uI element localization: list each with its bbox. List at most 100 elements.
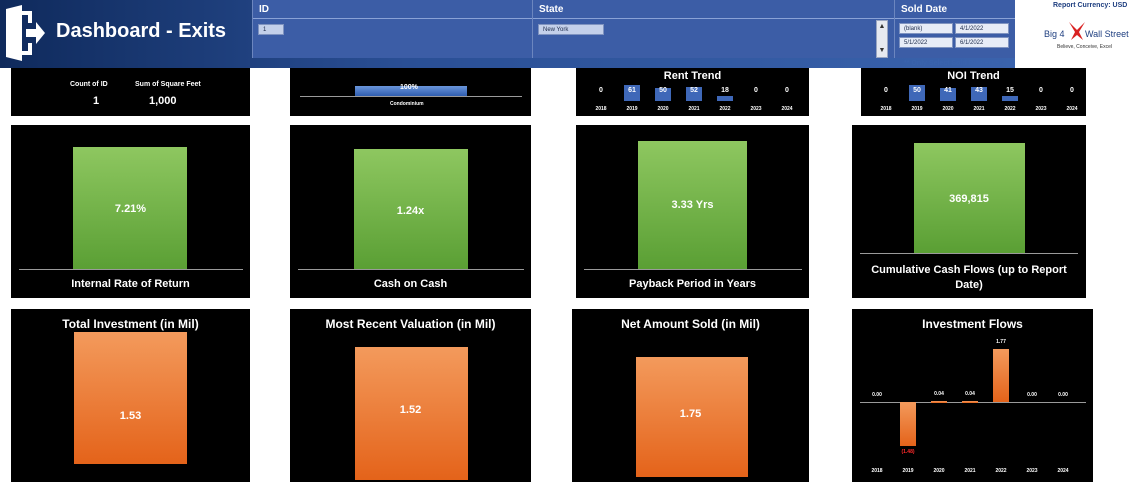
property-type-percent: 100% bbox=[400, 84, 418, 91]
noi-trend-value-label: 41 bbox=[944, 87, 952, 94]
report-currency: Report Currency: USD bbox=[1053, 2, 1128, 9]
cumulative-cash-value: 369,815 bbox=[949, 193, 989, 205]
rent-trend-value-label: 18 bbox=[721, 87, 729, 94]
rent-trend-year-label: 2023 bbox=[750, 106, 762, 112]
irr-axis bbox=[19, 269, 243, 270]
slicer-state-item[interactable]: New York bbox=[538, 24, 604, 35]
cumulative-cash-axis bbox=[860, 253, 1078, 254]
noi-trend-panel: NOI Trend 0 2018 50 2019 41 2020 43 2021 15 2022 0… bbox=[861, 68, 1086, 116]
irr-bar bbox=[73, 147, 187, 270]
chevron-up-icon[interactable]: ▲ bbox=[878, 23, 886, 30]
slicer-id-title: ID bbox=[259, 4, 269, 15]
investment-flows-year-label: 2024 bbox=[1057, 468, 1069, 474]
recent-valuation-panel: Most Recent Valuation (in Mil) 1.52 bbox=[290, 309, 531, 482]
recent-valuation-title: Most Recent Valuation (in Mil) bbox=[325, 317, 496, 331]
slicer-id-item[interactable]: 1 bbox=[258, 24, 284, 35]
total-investment-bar bbox=[74, 332, 187, 464]
kpi-count-panel: Count of ID Sum of Square Feet 1 1,000 bbox=[11, 68, 250, 116]
rent-trend-year-label: 2018 bbox=[595, 106, 607, 112]
dashboard-header: Dashboard - Exits ID 1 State New York So… bbox=[0, 0, 1015, 68]
rent-trend-bar bbox=[624, 85, 640, 101]
investment-flows-year-label: 2021 bbox=[964, 468, 976, 474]
noi-trend-title: NOI Trend bbox=[947, 70, 1000, 82]
payback-panel: 3.33 Yrs Payback Period in Years bbox=[576, 125, 809, 298]
slicer-divider bbox=[253, 18, 532, 19]
noi-trend-year-label: 2024 bbox=[1066, 106, 1078, 112]
slicer-id[interactable]: ID 1 bbox=[252, 0, 532, 58]
noi-trend-value-label: 0 bbox=[884, 87, 888, 94]
noi-trend-value-label: 50 bbox=[913, 87, 921, 94]
net-sold-title: Net Amount Sold (in Mil) bbox=[621, 317, 760, 331]
rent-trend-value-label: 0 bbox=[754, 87, 758, 94]
cash-on-cash-panel: 1.24x Cash on Cash bbox=[290, 125, 531, 298]
recent-valuation-bar bbox=[355, 347, 468, 480]
recent-valuation-value: 1.52 bbox=[399, 404, 422, 416]
slicer-sold-date-title: Sold Date bbox=[901, 4, 948, 15]
rent-trend-value-label: 0 bbox=[785, 87, 789, 94]
payback-axis bbox=[584, 269, 802, 270]
rent-trend-bar bbox=[717, 96, 733, 101]
rent-trend-value-label: 0 bbox=[599, 87, 603, 94]
investment-flows-year-label: 2023 bbox=[1026, 468, 1038, 474]
slicer-date-item[interactable]: 5/1/2022 bbox=[899, 37, 953, 48]
property-type-panel: 100% Condominium bbox=[290, 68, 531, 116]
investment-flows-year-label: 2018 bbox=[871, 468, 883, 474]
eagle-icon bbox=[1069, 22, 1085, 40]
net-sold-panel: Net Amount Sold (in Mil) 1.75 bbox=[572, 309, 809, 482]
investment-flows-value-label: (1.48) bbox=[901, 449, 915, 456]
total-investment-title: Total Investment (in Mil) bbox=[62, 317, 199, 331]
count-value: 1 bbox=[93, 95, 100, 107]
slicer-state-title: State bbox=[539, 4, 564, 15]
sqft-label: Sum of Square Feet bbox=[135, 81, 201, 88]
noi-trend-year-label: 2020 bbox=[942, 106, 954, 112]
irr-panel: 7.21% Internal Rate of Return bbox=[11, 125, 250, 298]
investment-flows-bar bbox=[993, 348, 1009, 402]
rent-trend-title: Rent Trend bbox=[663, 70, 722, 82]
noi-trend-year-label: 2021 bbox=[973, 106, 985, 112]
slicer-divider bbox=[533, 18, 894, 19]
rent-trend-value-label: 61 bbox=[628, 87, 636, 94]
noi-trend-bar bbox=[1002, 96, 1018, 101]
exit-door-icon bbox=[6, 5, 45, 61]
slicer-sold-date[interactable]: Sold Date (blank) 4/1/2022 5/1/2022 6/1/… bbox=[894, 0, 1015, 58]
payback-label: Payback Period in Years bbox=[629, 278, 756, 290]
brand-tagline: Believe, Conceive, Excel bbox=[1057, 44, 1113, 50]
rent-trend-bar bbox=[686, 87, 702, 101]
investment-flows-value-label: 0.04 bbox=[934, 390, 944, 397]
cash-on-cash-bar bbox=[354, 149, 468, 269]
noi-trend-bar bbox=[909, 85, 925, 101]
property-type-category: Condominium bbox=[390, 101, 424, 107]
investment-flows-bar bbox=[931, 400, 947, 403]
slicer-date-item[interactable]: (blank) bbox=[899, 23, 953, 34]
rent-trend-year-label: 2019 bbox=[626, 106, 638, 112]
noi-trend-bar bbox=[971, 87, 987, 101]
noi-trend-value-label: 0 bbox=[1070, 87, 1074, 94]
slicer-date-item[interactable]: 6/1/2022 bbox=[955, 37, 1009, 48]
page-title: Dashboard - Exits bbox=[56, 20, 227, 42]
rent-trend-year-label: 2020 bbox=[657, 106, 669, 112]
slicer-state[interactable]: State New York bbox=[532, 0, 894, 58]
noi-trend-value-label: 0 bbox=[1039, 87, 1043, 94]
rent-trend-year-label: 2024 bbox=[781, 106, 793, 112]
slicer-scrollbar[interactable]: ▲ ▼ bbox=[876, 20, 888, 58]
cumulative-cash-label: Cumulative Cash Flows (up to Report Date… bbox=[871, 264, 1067, 291]
noi-trend-year-label: 2018 bbox=[880, 106, 892, 112]
noi-trend-bar bbox=[940, 87, 956, 101]
investment-flows-bar bbox=[962, 400, 978, 403]
slicer-date-item[interactable]: 4/1/2022 bbox=[955, 23, 1009, 34]
investment-flows-panel: Investment Flows 0.00 2018 (1.48) 2019 0.04 2… bbox=[852, 309, 1093, 482]
chevron-down-icon[interactable]: ▼ bbox=[878, 47, 886, 54]
cash-on-cash-value: 1.24x bbox=[396, 205, 425, 217]
cumulative-cash-panel: 369,815 Cumulative Cash Flows (up to Rep… bbox=[852, 125, 1086, 298]
net-sold-bar bbox=[636, 357, 748, 477]
investment-flows-year-label: 2019 bbox=[902, 468, 914, 474]
sqft-value: 1,000 bbox=[149, 95, 177, 107]
property-type-axis bbox=[300, 96, 522, 97]
investment-flows-title: Investment Flows bbox=[922, 317, 1023, 331]
brand-left-text: Big 4 bbox=[1044, 29, 1065, 39]
investment-flows-bar bbox=[900, 402, 916, 447]
net-sold-value: 1.75 bbox=[679, 408, 702, 420]
brand-logo: Big 4 Wall Street Believe, Conceive, Exc… bbox=[1033, 12, 1133, 62]
noi-trend-year-label: 2023 bbox=[1035, 106, 1047, 112]
noi-trend-value-label: 15 bbox=[1006, 87, 1014, 94]
